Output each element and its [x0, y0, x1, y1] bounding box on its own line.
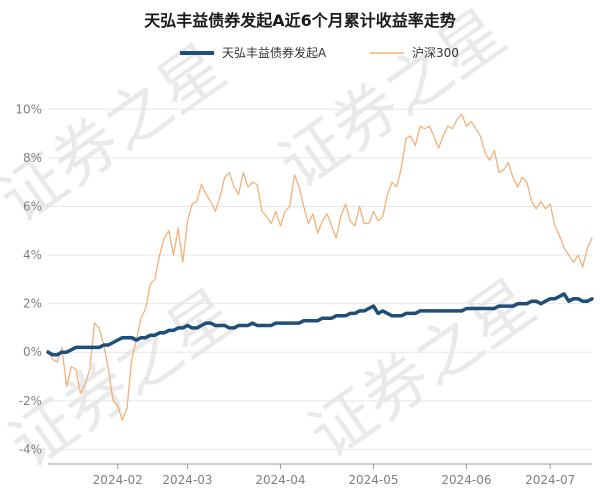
chart-title: 天弘丰益债券发起A近6个月累计收益率走势 — [144, 11, 456, 30]
x-tick-label: 2024-07 — [525, 473, 575, 487]
y-tick-label: 8% — [23, 151, 42, 165]
legend: 天弘丰益债券发起A 沪深300 — [180, 45, 459, 60]
x-tick-label: 2024-02 — [93, 473, 143, 487]
watermark-text: 证券之星 — [297, 266, 549, 473]
y-axis: -4% -2% 0% 2% 4% 6% 8% 10% — [15, 102, 42, 456]
legend-label-fund: 天弘丰益债券发起A — [222, 45, 327, 60]
series-line-csi300 — [47, 113, 593, 421]
x-tick-label: 2024-03 — [162, 473, 212, 487]
x-tick-label: 2024-06 — [441, 473, 491, 487]
y-tick-label: 4% — [23, 248, 42, 262]
x-tick-label: 2024-05 — [348, 473, 398, 487]
y-tick-label: 10% — [15, 102, 42, 116]
legend-label-index: 沪深300 — [412, 46, 459, 60]
y-tick-label: 2% — [23, 297, 42, 311]
watermark: 证券之星 证券之星 证券之星 证券之星 — [0, 0, 549, 483]
x-tick-label: 2024-04 — [255, 473, 305, 487]
x-axis: 2024-02 2024-03 2024-04 2024-05 2024-06 2024-… — [48, 463, 592, 487]
y-tick-label: 0% — [23, 345, 42, 359]
series-layer — [46, 113, 594, 421]
series-line-fund — [46, 292, 594, 357]
y-tick-label: -4% — [19, 442, 42, 456]
y-tick-label: 6% — [23, 199, 42, 213]
y-tick-label: -2% — [19, 394, 42, 408]
watermark-text: 证券之星 — [267, 0, 519, 203]
grid — [48, 108, 592, 450]
